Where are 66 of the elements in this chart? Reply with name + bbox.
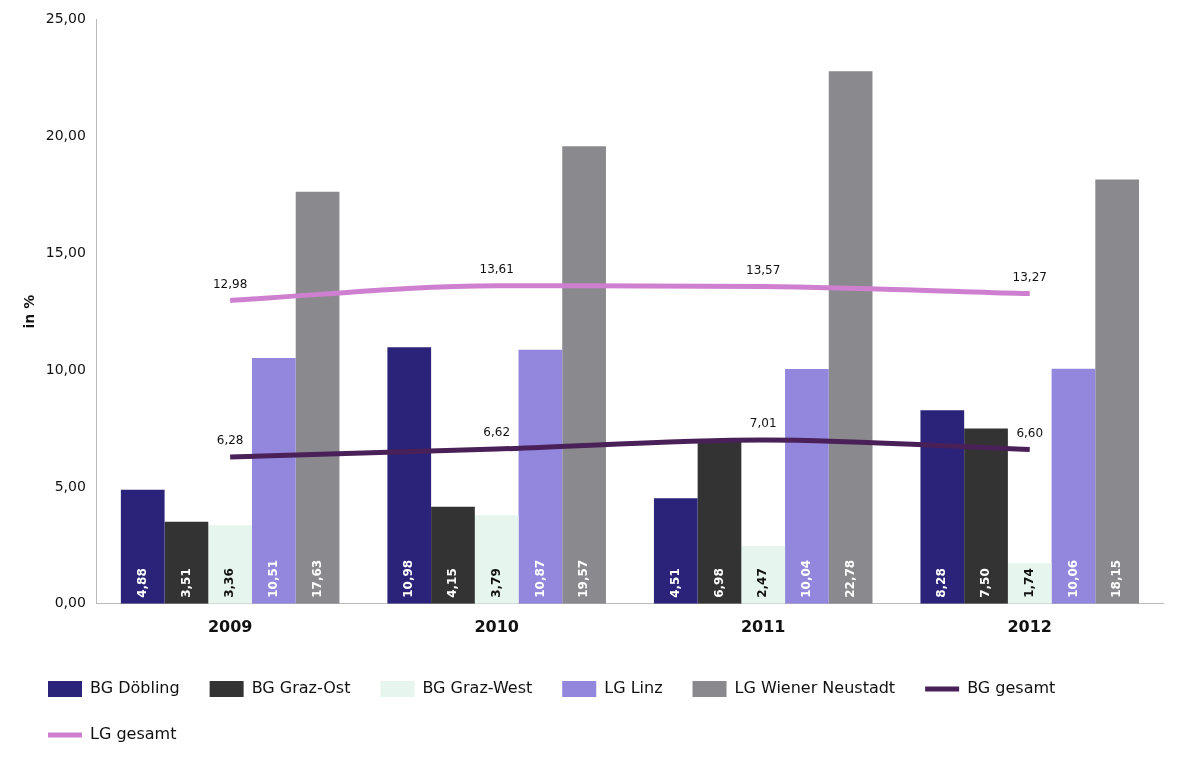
data-label: 12,98: [212, 276, 248, 291]
x-tick-label: 2010: [474, 616, 519, 636]
bar: [164, 521, 209, 604]
y-tick-label: 10,00: [45, 360, 86, 377]
legend-label: LG gesamt: [90, 724, 177, 744]
data-label: 7,50: [978, 568, 993, 598]
y-tick-label: 15,00: [45, 243, 86, 260]
data-label: 19,57: [576, 559, 591, 598]
bar: [295, 191, 340, 604]
legend-label: BG Graz-West: [422, 678, 533, 698]
y-tick-label: 0,00: [54, 594, 86, 611]
bar: [208, 525, 252, 604]
data-label: 13,57: [746, 262, 781, 277]
bar: [562, 146, 606, 604]
data-label: 13,61: [479, 261, 514, 276]
bar: [252, 358, 296, 604]
data-label: 10,51: [265, 559, 280, 598]
data-label: 18,15: [1109, 559, 1124, 598]
bar: [785, 369, 829, 604]
data-label: 2,47: [755, 568, 770, 598]
legend-label: BG Graz-Ost: [251, 678, 351, 698]
y-tick-label: 20,00: [45, 126, 86, 143]
bar: [653, 498, 698, 604]
bar: [697, 440, 742, 604]
bar: [1095, 179, 1140, 604]
bar: [120, 489, 165, 604]
bar: [474, 515, 519, 604]
data-label: 17,63: [309, 559, 324, 598]
data-label: 10,87: [532, 559, 547, 598]
data-label: 3,79: [488, 568, 503, 598]
bar: [828, 71, 873, 604]
bar: [1051, 368, 1096, 604]
data-label: 3,36: [222, 568, 237, 598]
data-label: 10,06: [1065, 559, 1080, 598]
data-label: 13,27: [1012, 269, 1047, 284]
data-label: 3,51: [178, 568, 193, 598]
y-axis-title: in %: [21, 294, 38, 329]
bar: [1007, 563, 1052, 604]
bar: [431, 506, 475, 604]
bar: [741, 546, 786, 604]
x-tick-label: 2011: [740, 616, 786, 636]
data-label: 4,51: [667, 568, 682, 598]
data-label: 4,15: [445, 568, 460, 598]
data-label: 8,28: [934, 568, 949, 598]
data-label: 6,28: [216, 433, 244, 448]
data-label: 7,01: [749, 416, 777, 431]
data-label: 4,88: [134, 568, 149, 598]
y-tick-label: 25,00: [45, 10, 86, 27]
data-label: 22,78: [842, 559, 857, 598]
legend-label: BG Döbling: [90, 678, 180, 698]
x-tick-label: 2009: [207, 616, 253, 636]
bar: [920, 410, 965, 604]
data-label: 6,62: [483, 425, 511, 440]
data-label: 10,98: [401, 559, 416, 598]
data-label: 6,60: [1016, 425, 1044, 440]
bar: [518, 349, 563, 604]
legend-label: LG Wiener Neustadt: [734, 678, 896, 698]
y-tick-label: 5,00: [54, 477, 86, 494]
bar: [387, 347, 432, 604]
data-label: 1,74: [1021, 568, 1036, 598]
data-label: 6,98: [711, 568, 726, 598]
bar: [964, 428, 1008, 604]
data-label: 10,04: [799, 559, 814, 598]
x-tick-label: 2012: [1007, 616, 1052, 636]
legend-label: BG gesamt: [967, 678, 1056, 698]
legend-label: LG Linz: [604, 678, 663, 698]
